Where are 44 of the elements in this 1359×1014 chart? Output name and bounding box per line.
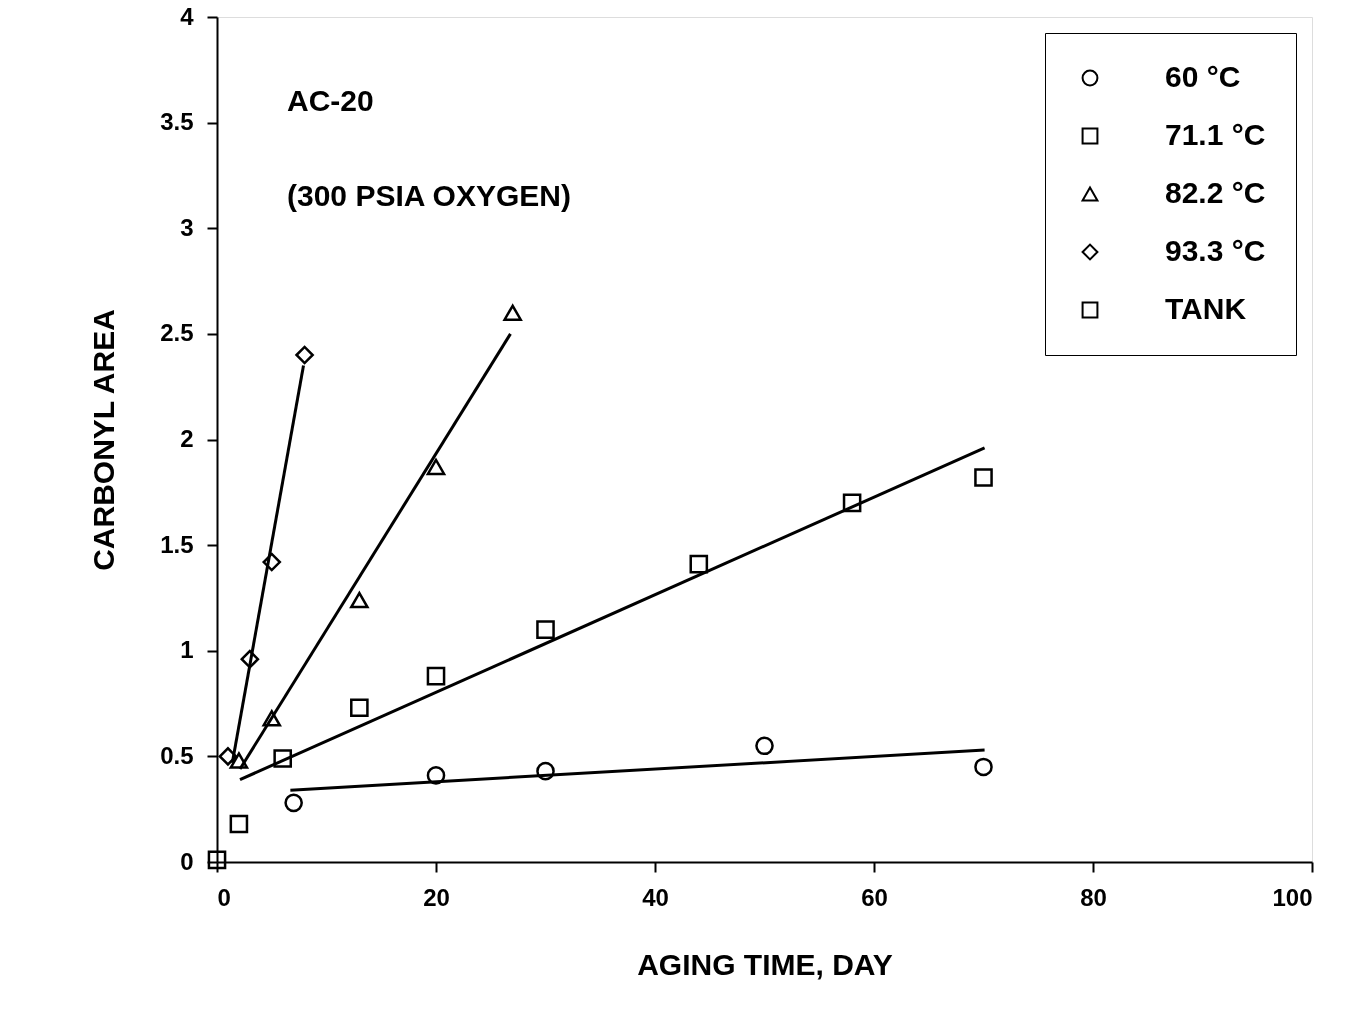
point <box>536 761 555 781</box>
point <box>426 458 446 476</box>
x-tick-label: 0 <box>217 883 231 911</box>
x-tick-label: 80 <box>1080 883 1107 911</box>
point <box>426 766 446 785</box>
point <box>273 749 293 768</box>
point <box>218 747 238 766</box>
annotation: (300 PSIA OXYGEN) <box>287 179 571 212</box>
legend-label: 60 °C <box>1165 60 1241 93</box>
y-tick-label: 4 <box>180 2 195 30</box>
x-tick-label: 20 <box>423 883 450 911</box>
legend-label: 93.3 °C <box>1165 234 1266 267</box>
x-tick-label: 60 <box>861 883 888 911</box>
point <box>974 757 993 777</box>
point <box>974 468 993 487</box>
annotation: AC-20 <box>287 84 374 117</box>
point <box>536 620 555 639</box>
legend-label: TANK <box>1165 292 1247 325</box>
x-axis-title: AGING TIME, DAY <box>637 947 893 981</box>
y-tick-label: 0.5 <box>160 741 194 769</box>
y-tick-label: 3.5 <box>160 108 194 136</box>
y-tick-label: 1 <box>180 636 194 664</box>
y-tick-label: 0 <box>180 847 194 875</box>
point <box>229 752 249 769</box>
x-tick-label: 100 <box>1272 883 1313 911</box>
point <box>426 666 446 686</box>
point <box>284 793 303 813</box>
point <box>503 304 522 321</box>
y-tick-label: 2 <box>180 425 194 452</box>
x-tick-label: 40 <box>642 883 669 911</box>
point <box>689 554 709 574</box>
point <box>350 591 369 609</box>
point <box>755 736 774 756</box>
point <box>842 493 862 513</box>
y-tick-label: 1.5 <box>160 530 194 558</box>
legend-label: 71.1 °C <box>1165 118 1266 151</box>
y-tick-label: 3 <box>180 213 194 241</box>
point <box>350 698 369 718</box>
y-tick-label: 2.5 <box>160 319 194 347</box>
point <box>229 814 249 834</box>
point <box>295 345 314 365</box>
point <box>262 710 282 727</box>
legend-label: 82.2 °C <box>1165 176 1266 209</box>
y-axis-title: CARBONYL AREA <box>87 309 121 571</box>
